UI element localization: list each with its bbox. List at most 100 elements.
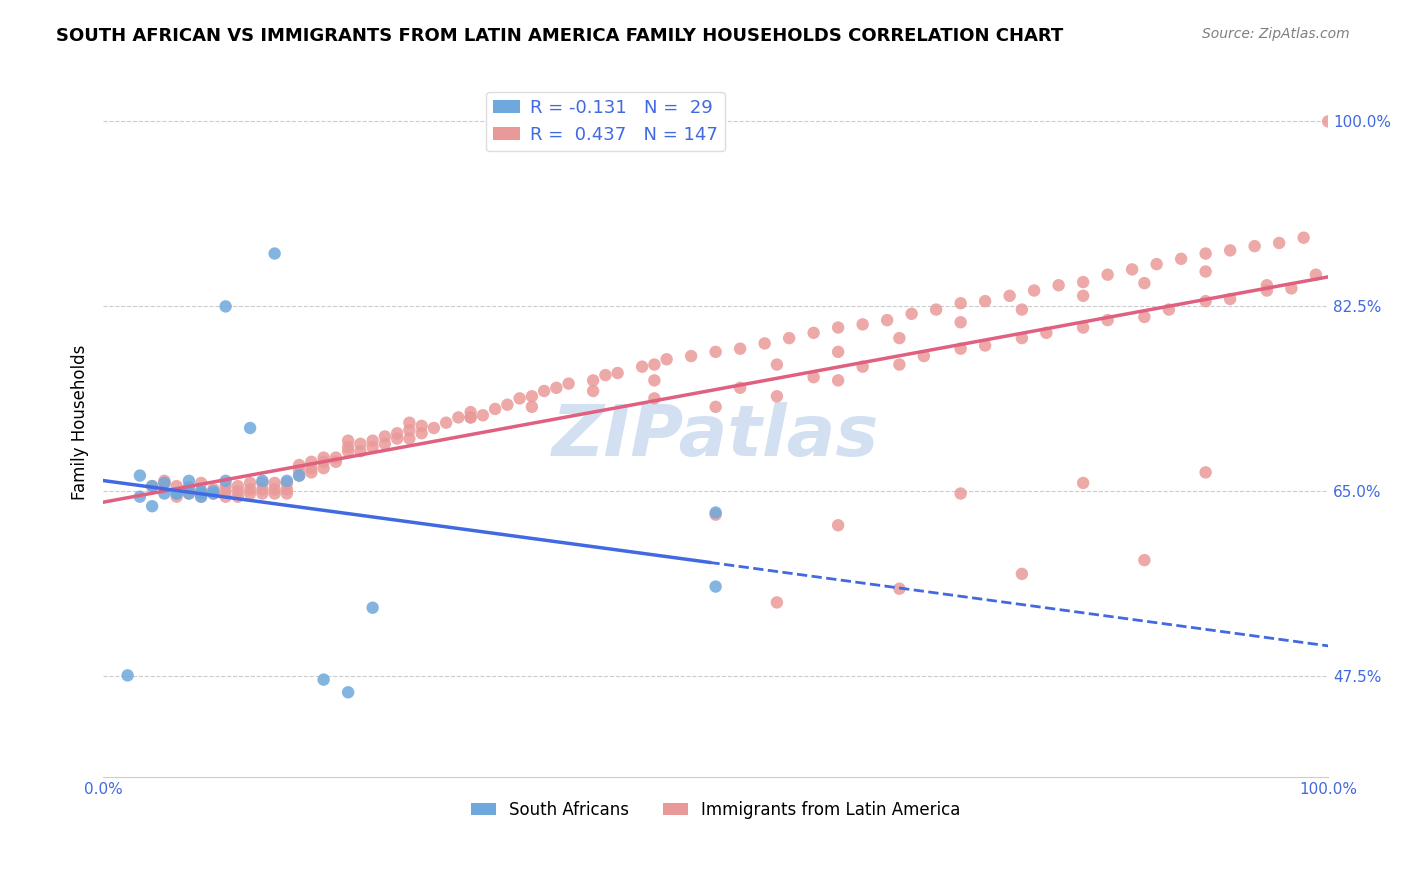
Point [889, 358, 911, 372]
Point [827, 344, 849, 359]
Point [778, 331, 800, 345]
Point [214, 479, 236, 493]
Point [460, 410, 482, 425]
Point [276, 475, 298, 490]
Point [128, 468, 150, 483]
Point [177, 480, 200, 494]
Point [728, 381, 751, 395]
Point [509, 392, 531, 406]
Point [325, 450, 347, 465]
Point [398, 423, 420, 437]
Point [1194, 246, 1216, 260]
Point [1256, 284, 1278, 298]
Point [852, 318, 875, 332]
Point [434, 416, 457, 430]
Point [754, 336, 776, 351]
Point [852, 359, 875, 374]
Point [1133, 553, 1156, 567]
Legend: South Africans, Immigrants from Latin America: South Africans, Immigrants from Latin Am… [464, 794, 967, 825]
Point [299, 455, 322, 469]
Point [520, 400, 543, 414]
Point [643, 358, 665, 372]
Point [423, 421, 446, 435]
Point [202, 484, 225, 499]
Point [460, 410, 482, 425]
Point [385, 426, 408, 441]
Point [1024, 284, 1046, 298]
Point [681, 349, 703, 363]
Point [263, 483, 285, 497]
Text: SOUTH AFRICAN VS IMMIGRANTS FROM LATIN AMERICA FAMILY HOUSEHOLDS CORRELATION CHA: SOUTH AFRICAN VS IMMIGRANTS FROM LATIN A… [56, 27, 1063, 45]
Point [385, 432, 408, 446]
Point [1194, 294, 1216, 309]
Point [153, 474, 176, 488]
Point [202, 483, 225, 497]
Point [153, 475, 176, 490]
Point [325, 455, 347, 469]
Point [361, 440, 384, 454]
Point [226, 479, 249, 493]
Point [803, 326, 825, 340]
Point [1292, 230, 1315, 244]
Point [374, 429, 396, 443]
Point [1279, 281, 1302, 295]
Point [1097, 268, 1119, 282]
Y-axis label: Family Households: Family Households [72, 345, 89, 500]
Point [288, 468, 311, 483]
Point [643, 373, 665, 387]
Point [876, 313, 898, 327]
Point [1121, 262, 1143, 277]
Point [190, 486, 212, 500]
Point [190, 484, 212, 499]
Point [190, 490, 212, 504]
Point [288, 463, 311, 477]
Point [153, 475, 176, 490]
Point [411, 426, 433, 441]
Point [177, 486, 200, 500]
Point [239, 483, 262, 497]
Point [141, 479, 163, 493]
Point [1097, 313, 1119, 327]
Point [214, 299, 236, 313]
Point [1268, 235, 1291, 250]
Point [263, 246, 285, 260]
Point [349, 444, 371, 458]
Point [1146, 257, 1168, 271]
Point [1170, 252, 1192, 266]
Point [704, 344, 727, 359]
Text: Source: ZipAtlas.com: Source: ZipAtlas.com [1202, 27, 1350, 41]
Point [1256, 278, 1278, 293]
Point [1317, 114, 1340, 128]
Point [263, 486, 285, 500]
Point [312, 455, 335, 469]
Point [949, 296, 972, 310]
Point [411, 418, 433, 433]
Point [349, 437, 371, 451]
Point [214, 484, 236, 499]
Point [1157, 302, 1180, 317]
Point [643, 392, 665, 406]
Point [606, 366, 628, 380]
Point [496, 398, 519, 412]
Point [252, 483, 274, 497]
Point [1071, 320, 1094, 334]
Point [312, 461, 335, 475]
Point [312, 673, 335, 687]
Point [190, 490, 212, 504]
Point [1194, 264, 1216, 278]
Point [949, 315, 972, 329]
Point [374, 437, 396, 451]
Point [827, 320, 849, 334]
Point [595, 368, 617, 383]
Point [337, 444, 360, 458]
Point [288, 468, 311, 483]
Point [704, 580, 727, 594]
Point [766, 358, 789, 372]
Point [533, 384, 555, 398]
Point [655, 352, 678, 367]
Point [1035, 326, 1057, 340]
Point [239, 421, 262, 435]
Point [263, 475, 285, 490]
Point [252, 474, 274, 488]
Point [190, 475, 212, 490]
